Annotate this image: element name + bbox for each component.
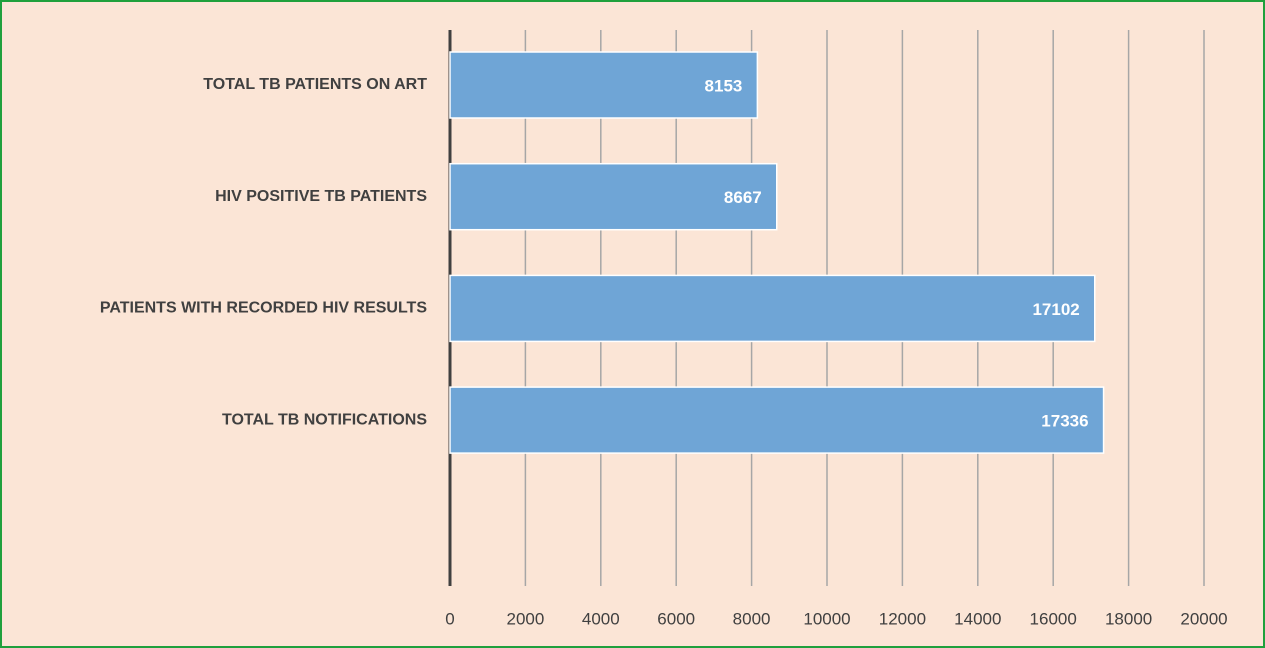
x-tick-label: 10000: [803, 609, 850, 628]
x-tick-label: 16000: [1030, 609, 1077, 628]
x-tick-label: 4000: [582, 609, 620, 628]
bar: [449, 162, 778, 231]
y-tick-label: TOTAL TB PATIENTS ON ART: [203, 76, 427, 93]
x-tick-label: 20000: [1180, 609, 1227, 628]
x-tick-label: 2000: [506, 609, 544, 628]
value-label: 17102: [1032, 300, 1079, 319]
y-tick-label: TOTAL TB NOTIFICATIONS: [222, 411, 427, 428]
x-tick-label: 18000: [1105, 609, 1152, 628]
bar: [449, 51, 759, 119]
bar: [449, 274, 1096, 343]
x-tick-label: 0: [445, 609, 454, 628]
value-label: 17336: [1041, 412, 1088, 431]
value-label: 8667: [724, 188, 762, 207]
x-tick-label: 6000: [657, 609, 695, 628]
y-tick-label: PATIENTS WITH RECORDED HIV RESULTS: [100, 300, 427, 317]
x-tick-label: 12000: [879, 609, 926, 628]
x-tick-label: 14000: [954, 609, 1001, 628]
value-label: 8153: [705, 76, 743, 95]
bar: [449, 386, 1105, 454]
x-tick-label: 8000: [733, 609, 771, 628]
y-tick-label: HIV POSITIVE TB PATIENTS: [215, 188, 427, 205]
